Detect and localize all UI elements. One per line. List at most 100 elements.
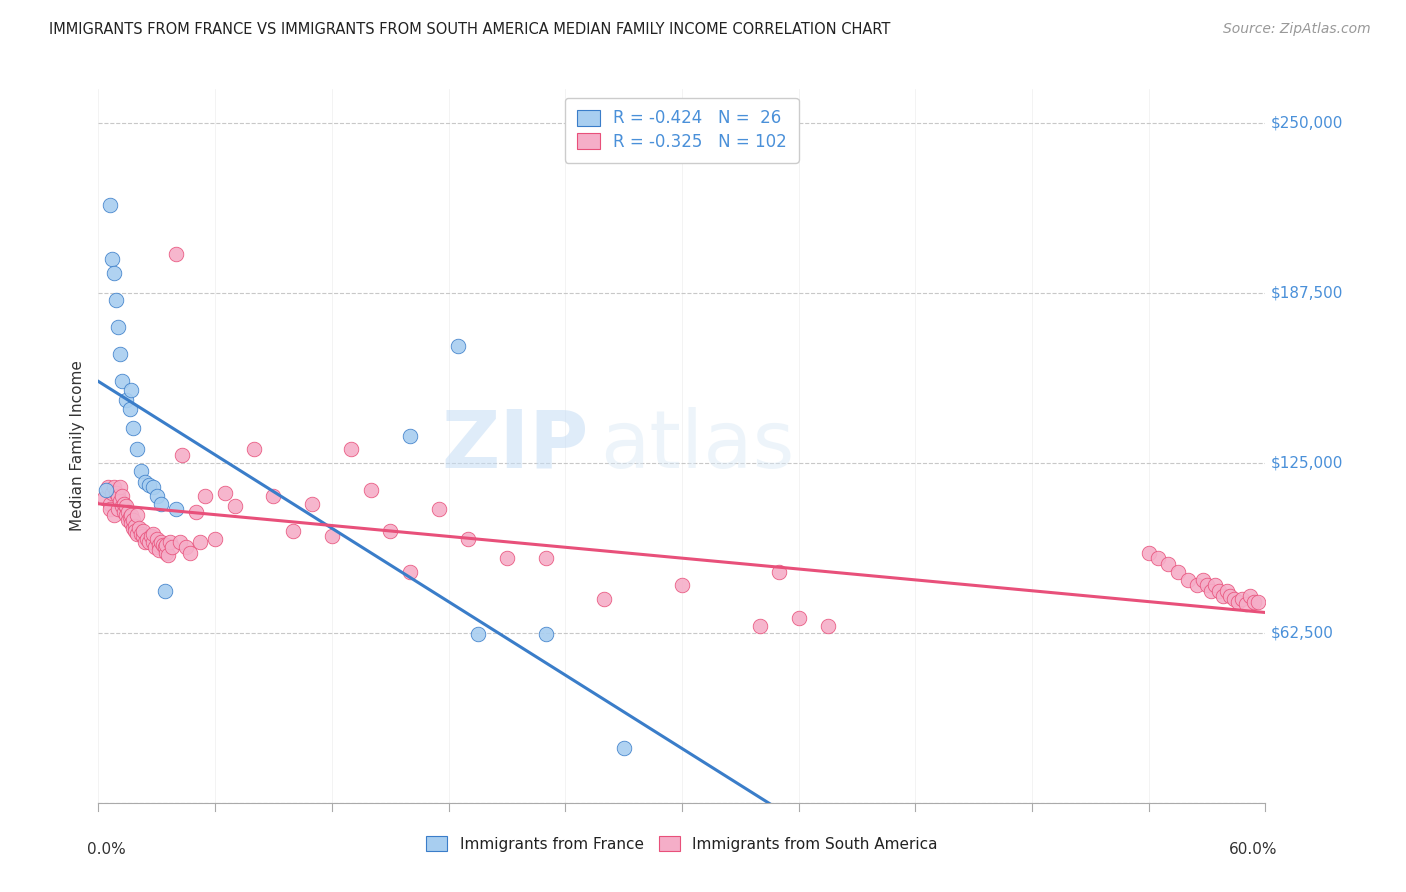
Point <box>170 448 193 462</box>
Point <box>103 266 125 280</box>
Point <box>112 505 135 519</box>
Point <box>447 339 470 353</box>
Point <box>97 480 120 494</box>
Point <box>121 508 143 522</box>
Point <box>127 508 149 522</box>
Point <box>118 510 141 524</box>
Text: atlas: atlas <box>600 407 794 485</box>
Point <box>1192 573 1215 587</box>
Point <box>98 497 121 511</box>
Point <box>114 500 136 514</box>
Point <box>768 565 790 579</box>
Point <box>136 532 159 546</box>
Point <box>146 532 169 546</box>
Point <box>101 252 124 266</box>
Point <box>108 494 131 508</box>
Point <box>184 505 207 519</box>
Text: $125,000: $125,000 <box>1271 456 1344 470</box>
Text: $250,000: $250,000 <box>1271 116 1344 131</box>
Point <box>301 497 323 511</box>
Point <box>174 541 197 555</box>
Point <box>155 537 177 551</box>
Point <box>121 383 143 397</box>
Point <box>107 320 129 334</box>
Point <box>1195 578 1218 592</box>
Point <box>108 480 131 494</box>
Point <box>138 534 160 549</box>
Point <box>118 401 141 416</box>
Point <box>1246 594 1268 608</box>
Point <box>398 429 420 443</box>
Point <box>129 464 152 478</box>
Point <box>748 619 770 633</box>
Point <box>534 551 557 566</box>
Point <box>1243 594 1265 608</box>
Point <box>534 627 557 641</box>
Point <box>107 489 129 503</box>
Point <box>98 198 121 212</box>
Point <box>165 502 187 516</box>
Point <box>165 246 187 260</box>
Point <box>93 491 115 506</box>
Point <box>111 500 134 514</box>
Text: ZIP: ZIP <box>441 407 589 485</box>
Point <box>1230 591 1253 606</box>
Point <box>134 534 156 549</box>
Point <box>121 516 143 530</box>
Point <box>149 497 172 511</box>
Point <box>122 513 145 527</box>
Point <box>124 524 146 538</box>
Point <box>243 442 266 457</box>
Point <box>112 497 135 511</box>
Point <box>153 541 176 555</box>
Point <box>169 534 191 549</box>
Point <box>1212 589 1234 603</box>
Point <box>128 521 150 535</box>
Point <box>152 537 174 551</box>
Point <box>1219 589 1241 603</box>
Point <box>104 486 127 500</box>
Text: Source: ZipAtlas.com: Source: ZipAtlas.com <box>1223 22 1371 37</box>
Point <box>457 532 479 546</box>
Point <box>321 529 343 543</box>
Point <box>671 578 693 592</box>
Point <box>1204 578 1226 592</box>
Text: $187,500: $187,500 <box>1271 285 1344 301</box>
Point <box>153 583 176 598</box>
Point <box>1215 583 1237 598</box>
Point <box>117 505 139 519</box>
Point <box>122 420 145 434</box>
Point <box>1223 591 1246 606</box>
Point <box>262 489 284 503</box>
Point <box>1137 546 1160 560</box>
Point <box>1177 573 1199 587</box>
Point <box>96 483 118 498</box>
Legend: Immigrants from France, Immigrants from South America: Immigrants from France, Immigrants from … <box>418 829 946 859</box>
Point <box>132 529 155 543</box>
Point <box>155 546 177 560</box>
Point <box>129 526 152 541</box>
Point <box>1199 583 1222 598</box>
Point <box>1157 557 1180 571</box>
Point <box>114 393 136 408</box>
Text: $62,500: $62,500 <box>1271 625 1334 640</box>
Point <box>360 483 382 498</box>
Point <box>107 502 129 516</box>
Point <box>380 524 402 538</box>
Point <box>613 741 636 756</box>
Point <box>117 513 139 527</box>
Point <box>398 565 420 579</box>
Point <box>143 541 166 555</box>
Point <box>149 534 172 549</box>
Point <box>214 486 236 500</box>
Point <box>159 534 181 549</box>
Point <box>817 619 839 633</box>
Point <box>281 524 304 538</box>
Point <box>1147 551 1170 566</box>
Point <box>122 521 145 535</box>
Point <box>1239 589 1261 603</box>
Point <box>142 534 165 549</box>
Point <box>139 529 162 543</box>
Point <box>224 500 246 514</box>
Point <box>101 486 124 500</box>
